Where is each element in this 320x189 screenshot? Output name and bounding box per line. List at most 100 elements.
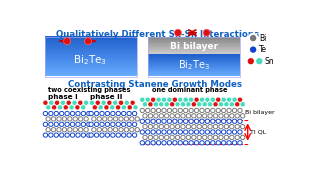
Circle shape xyxy=(151,130,155,134)
Circle shape xyxy=(151,108,155,113)
Bar xyxy=(148,43,240,44)
Bar xyxy=(148,67,240,68)
Circle shape xyxy=(162,130,166,134)
Bar xyxy=(148,42,240,43)
Bar xyxy=(45,63,137,64)
Bar xyxy=(45,55,137,56)
Circle shape xyxy=(105,133,109,137)
Circle shape xyxy=(119,117,123,121)
Circle shape xyxy=(192,135,196,139)
Circle shape xyxy=(57,117,61,121)
Circle shape xyxy=(219,114,223,118)
Circle shape xyxy=(197,114,201,118)
Circle shape xyxy=(173,130,177,134)
Circle shape xyxy=(111,111,115,116)
Circle shape xyxy=(68,128,72,132)
Circle shape xyxy=(189,119,193,123)
Bar xyxy=(148,64,240,65)
Circle shape xyxy=(52,117,56,121)
Circle shape xyxy=(54,122,59,126)
Circle shape xyxy=(216,141,220,145)
Circle shape xyxy=(219,135,223,139)
Circle shape xyxy=(132,122,137,126)
Circle shape xyxy=(73,128,77,132)
Circle shape xyxy=(78,128,83,132)
Bar xyxy=(45,48,137,49)
Bar xyxy=(148,37,240,38)
Circle shape xyxy=(184,119,188,123)
Circle shape xyxy=(148,125,153,129)
Circle shape xyxy=(127,122,131,126)
Circle shape xyxy=(216,108,220,113)
Circle shape xyxy=(46,128,50,132)
Circle shape xyxy=(181,135,185,139)
Circle shape xyxy=(211,119,215,123)
Bar xyxy=(45,49,137,50)
Circle shape xyxy=(235,102,240,107)
Circle shape xyxy=(146,130,150,134)
Bar xyxy=(148,63,240,64)
Circle shape xyxy=(57,128,61,132)
Circle shape xyxy=(92,117,96,121)
Circle shape xyxy=(167,141,172,145)
Circle shape xyxy=(68,117,72,121)
Circle shape xyxy=(66,100,71,105)
Bar xyxy=(148,69,240,70)
Circle shape xyxy=(164,125,169,129)
Circle shape xyxy=(235,114,239,118)
Bar xyxy=(148,62,240,63)
Circle shape xyxy=(146,141,150,145)
Circle shape xyxy=(116,105,121,110)
Bar xyxy=(148,39,240,40)
Circle shape xyxy=(102,117,107,121)
Circle shape xyxy=(197,125,201,129)
Circle shape xyxy=(113,128,118,132)
Circle shape xyxy=(167,119,172,123)
Bar xyxy=(148,57,240,58)
Circle shape xyxy=(119,128,123,132)
Circle shape xyxy=(151,119,155,123)
Circle shape xyxy=(208,114,212,118)
Bar xyxy=(45,46,137,48)
Circle shape xyxy=(124,117,129,121)
Circle shape xyxy=(235,125,239,129)
Circle shape xyxy=(130,128,134,132)
Circle shape xyxy=(140,108,144,113)
Circle shape xyxy=(70,122,75,126)
Circle shape xyxy=(148,135,153,139)
Bar xyxy=(45,43,137,45)
Circle shape xyxy=(87,111,91,116)
Circle shape xyxy=(133,105,138,110)
Text: Contrasting Stanene Growth Modes: Contrasting Stanene Growth Modes xyxy=(68,81,242,89)
Circle shape xyxy=(221,97,226,102)
Circle shape xyxy=(159,135,164,139)
Circle shape xyxy=(60,133,64,137)
Circle shape xyxy=(78,100,83,105)
Text: $\mathrm{Bi_2Te_3}$: $\mathrm{Bi_2Te_3}$ xyxy=(178,58,210,72)
Text: two coexisting phases: two coexisting phases xyxy=(48,87,131,93)
Circle shape xyxy=(107,100,112,105)
Bar xyxy=(148,70,240,71)
Bar xyxy=(45,36,137,38)
Circle shape xyxy=(43,100,48,105)
Circle shape xyxy=(81,111,85,116)
Circle shape xyxy=(94,133,99,137)
Circle shape xyxy=(64,38,71,45)
Bar xyxy=(148,71,240,72)
Circle shape xyxy=(143,135,147,139)
Circle shape xyxy=(194,119,199,123)
Circle shape xyxy=(135,128,140,132)
Circle shape xyxy=(216,97,221,102)
Circle shape xyxy=(192,125,196,129)
Circle shape xyxy=(113,100,118,105)
Circle shape xyxy=(202,102,207,107)
Circle shape xyxy=(175,102,180,107)
Circle shape xyxy=(181,114,185,118)
Circle shape xyxy=(156,108,161,113)
Text: phase II: phase II xyxy=(90,94,122,100)
Circle shape xyxy=(216,119,220,123)
Bar xyxy=(45,40,137,41)
Bar xyxy=(45,42,137,43)
Circle shape xyxy=(197,135,201,139)
Circle shape xyxy=(142,102,148,107)
